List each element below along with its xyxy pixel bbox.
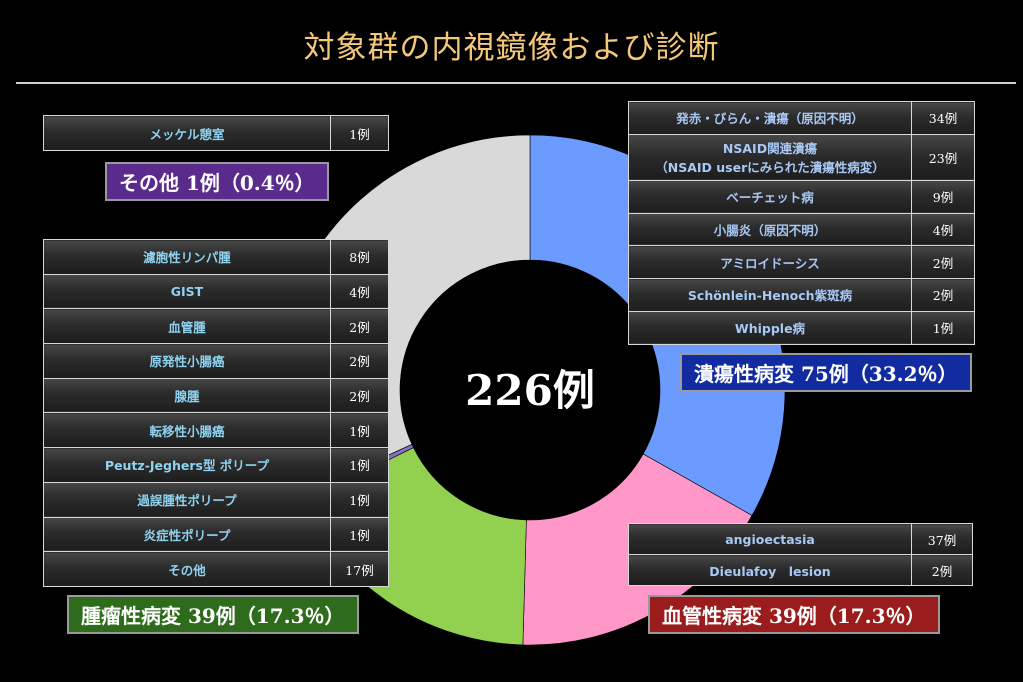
tumor-row-count: 2例 [330, 308, 389, 345]
ulcer-row-count: 2例 [911, 245, 975, 280]
tumor-row-label: その他 [43, 551, 331, 587]
ulcer-row-label: Whipple病 [628, 310, 912, 345]
title-divider [16, 82, 1016, 84]
center-total: 226例 [465, 366, 595, 415]
ulcer-row-count: 2例 [911, 278, 975, 312]
tumor-row-label: 過誤腫性ポリープ [43, 481, 331, 518]
tumor-row-count: 2例 [330, 377, 389, 414]
tumor-row-count: 4例 [330, 273, 389, 310]
tumor-row-label: 原発性小腸癌 [43, 343, 331, 379]
tumor-row-count: 2例 [330, 343, 389, 379]
tumor-table: 濾胞性リンパ腫 8例 GIST 4例 血管腫 2例 原発性小腸癌 2例 腺腫 2例 転移性小腸癌 1例… [43, 239, 389, 587]
tumor-row-count: 1例 [330, 516, 389, 553]
tumor-row-count: 1例 [330, 447, 389, 483]
ulcer-row-label: NSAID関連潰瘍 （NSAID userにみられた潰瘍性病変） [628, 133, 912, 181]
other-row-count: 1例 [330, 115, 389, 151]
tumor-table-row: 炎症性ポリープ 1例 [43, 516, 389, 553]
ulcer-table-row: Whipple病 1例 [628, 310, 975, 345]
ulcer-table-row: ベーチェット病 9例 [628, 179, 975, 214]
ulcer-table-row: アミロイドーシス 2例 [628, 245, 975, 280]
vascular-row-label: Dieulafoy lesion [628, 554, 912, 586]
ulcer-row-label: アミロイドーシス [628, 245, 912, 280]
tumor-table-row: 濾胞性リンパ腫 8例 [43, 239, 389, 275]
vascular-row-label: angioectasia [628, 523, 912, 555]
tumor-row-count: 17例 [330, 551, 389, 587]
ulcer-table-row: 小腸炎（原因不明） 4例 [628, 212, 975, 247]
vascular-row-count: 2例 [911, 554, 973, 586]
tumor-row-label: 腺腫 [43, 377, 331, 414]
vascular-category-label: 血管性病変 39例（17.3％） [648, 595, 940, 634]
tumor-row-label: 血管腫 [43, 308, 331, 345]
tumor-category-label: 腫瘤性病変 39例（17.3％） [67, 595, 359, 634]
other-category-label: その他 1例（0.4％） [105, 162, 329, 201]
donut-hole [400, 260, 660, 520]
tumor-table-row: 原発性小腸癌 2例 [43, 343, 389, 379]
ulcer-row-label: 小腸炎（原因不明） [628, 212, 912, 247]
vascular-table: angioectasia 37例 Dieulafoy lesion 2例 [628, 523, 973, 586]
ulcer-row-count: 1例 [911, 310, 975, 345]
tumor-table-row: 転移性小腸癌 1例 [43, 412, 389, 449]
ulcer-row-count: 4例 [911, 212, 975, 247]
ulcer-row-count: 23例 [911, 133, 975, 181]
ulcer-table-row: NSAID関連潰瘍 （NSAID userにみられた潰瘍性病変） 23例 [628, 133, 975, 181]
vascular-table-row: angioectasia 37例 [628, 523, 973, 555]
other-row-label: メッケル憩室 [43, 115, 331, 151]
ulcer-table: 発赤・びらん・潰瘍（原因不明） 34例 NSAID関連潰瘍 （NSAID userにみ… [628, 101, 975, 345]
ulcer-row-label: 発赤・びらん・潰瘍（原因不明） [628, 101, 912, 135]
tumor-table-row: 血管腫 2例 [43, 308, 389, 345]
tumor-row-count: 1例 [330, 412, 389, 449]
ulcer-row-count: 9例 [911, 179, 975, 214]
tumor-table-row: Peutz-Jeghers型 ポリープ 1例 [43, 447, 389, 483]
tumor-row-count: 8例 [330, 239, 389, 275]
ulcer-row-count: 34例 [911, 101, 975, 135]
page-title: 対象群の内視鏡像および診断 [303, 30, 720, 66]
tumor-row-label: 転移性小腸癌 [43, 412, 331, 449]
tumor-row-label: GIST [43, 273, 331, 310]
vascular-row-count: 37例 [911, 523, 973, 555]
tumor-row-label: 濾胞性リンパ腫 [43, 239, 331, 275]
tumor-row-label: 炎症性ポリープ [43, 516, 331, 553]
ulcer-row-label: ベーチェット病 [628, 179, 912, 214]
tumor-table-row: GIST 4例 [43, 273, 389, 310]
other-table: メッケル憩室 1例 [43, 115, 389, 151]
other-table-row: メッケル憩室 1例 [43, 115, 389, 151]
tumor-row-count: 1例 [330, 481, 389, 518]
tumor-row-label: Peutz-Jeghers型 ポリープ [43, 447, 331, 483]
vascular-table-row: Dieulafoy lesion 2例 [628, 554, 973, 586]
tumor-table-row: その他 17例 [43, 551, 389, 587]
tumor-table-row: 腺腫 2例 [43, 377, 389, 414]
ulcer-table-row: 発赤・びらん・潰瘍（原因不明） 34例 [628, 101, 975, 135]
ulcer-table-row: Schönlein-Henoch紫斑病 2例 [628, 278, 975, 312]
ulcer-category-label: 潰瘍性病変 75例（33.2％） [680, 353, 972, 392]
tumor-table-row: 過誤腫性ポリープ 1例 [43, 481, 389, 518]
ulcer-row-label: Schönlein-Henoch紫斑病 [628, 278, 912, 312]
